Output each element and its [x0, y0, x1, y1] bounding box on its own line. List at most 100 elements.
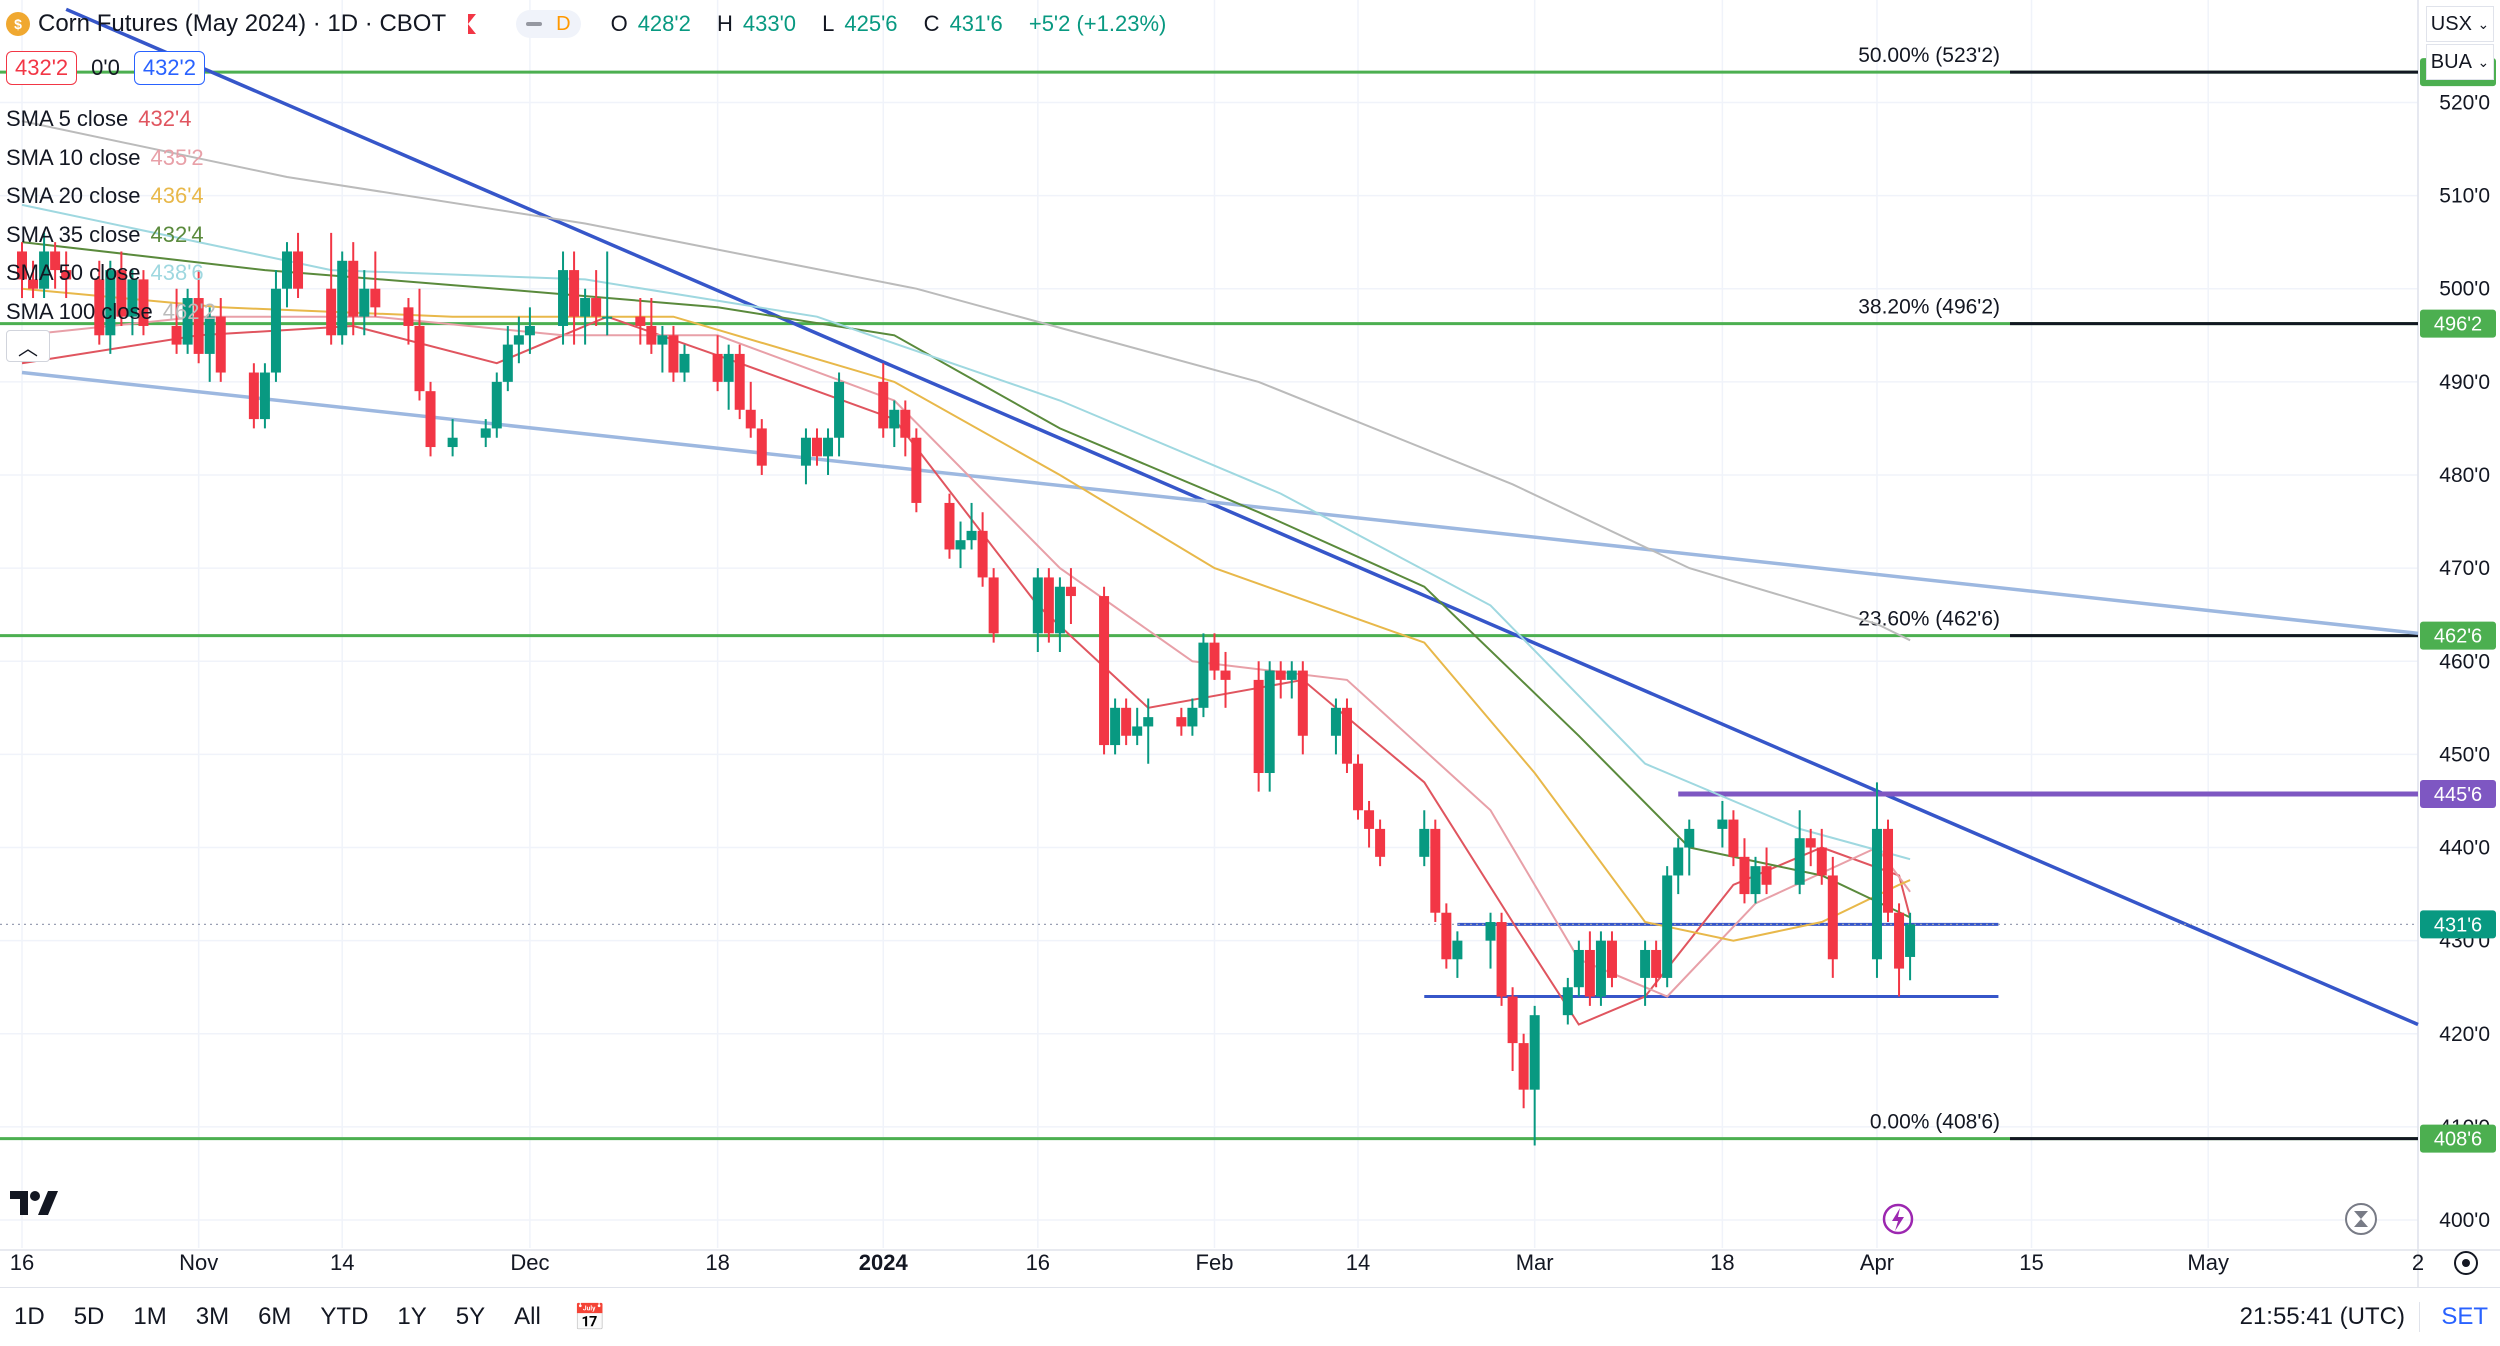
close-value: 431'6: [949, 11, 1003, 36]
indicator-row[interactable]: SMA 10 close 435'2: [6, 139, 216, 178]
indicator-row[interactable]: SMA 20 close 436'4: [6, 177, 216, 216]
time-tick-label: 14: [330, 1250, 354, 1275]
time-tick-label: 2024: [859, 1250, 909, 1275]
calendar-icon[interactable]: 📅: [573, 1301, 607, 1332]
candle-body: [326, 288, 337, 336]
range-button-ytd[interactable]: YTD: [320, 1303, 369, 1330]
price-tick-label: 500'0: [2439, 278, 2490, 301]
indicator-row[interactable]: SMA 35 close 432'4: [6, 216, 216, 255]
sma-line: [21, 241, 1911, 919]
time-tick-label: Nov: [179, 1250, 218, 1275]
range-button-6m[interactable]: 6M: [258, 1303, 292, 1330]
candle-body: [248, 372, 259, 420]
candle-body: [1827, 875, 1838, 960]
candle-body: [1341, 707, 1352, 764]
session-button[interactable]: SET: [2441, 1303, 2488, 1330]
candle-body: [1209, 642, 1220, 671]
indicator-row[interactable]: SMA 100 close 462'2: [6, 293, 216, 332]
range-button-all[interactable]: All: [514, 1303, 541, 1330]
time-tick-label: Apr: [1860, 1250, 1894, 1275]
candle-body: [1485, 922, 1496, 941]
candle-body: [1805, 838, 1816, 848]
candle-body: [944, 502, 955, 550]
range-button-1y[interactable]: 1Y: [397, 1303, 427, 1330]
fib-level-label: 23.60% (462'6): [1858, 608, 2000, 631]
range-button-1d[interactable]: 1D: [14, 1303, 45, 1330]
bid-price[interactable]: 432'2: [6, 51, 78, 85]
candle-body: [1673, 847, 1684, 876]
range-button-5d[interactable]: 5D: [73, 1303, 105, 1330]
indicator-value: 435'2: [150, 144, 204, 170]
candle-body: [1264, 670, 1275, 774]
unit-select[interactable]: BUA ⌄: [2426, 44, 2494, 80]
flag-icon[interactable]: [468, 14, 477, 34]
candle-body: [679, 353, 690, 373]
fib-level-label: 0.00% (408'6): [1870, 1111, 2000, 1134]
candle-body: [1419, 828, 1430, 857]
indicator-value: 438'6: [150, 260, 204, 286]
candle-body: [138, 279, 149, 326]
candle-body: [657, 335, 668, 345]
candle-body: [1297, 670, 1308, 736]
candle-body: [977, 530, 988, 578]
candle-body: [414, 325, 425, 392]
trendline-downtrend: [65, 7, 2419, 1027]
indicator-row[interactable]: SMA 5 close 432'4: [6, 100, 216, 139]
range-button-3m[interactable]: 3M: [195, 1303, 230, 1330]
candle-body: [1640, 949, 1651, 978]
candle-body: [281, 251, 292, 289]
indicator-name: SMA 100 close: [6, 298, 153, 324]
indicator-row[interactable]: SMA 50 close 438'6: [6, 254, 216, 293]
indicator-name: SMA 20 close: [6, 183, 141, 209]
candle-body: [259, 372, 270, 420]
high-value: 433'0: [742, 11, 797, 36]
time-tick-label: 18: [705, 1250, 729, 1275]
range-buttons: 1D 5D 1M 3M 6M YTD 1Y 5Y All: [0, 1303, 556, 1331]
price-tick-label: 460'0: [2439, 650, 2490, 673]
candle-body: [105, 270, 116, 336]
candle-body: [1717, 819, 1728, 829]
candle-body: [1187, 707, 1198, 727]
candle-body: [17, 251, 27, 280]
candle-body: [569, 270, 580, 317]
chart-header: $ Corn Futures (May 2024) · 1D · CBOT D …: [0, 6, 1176, 42]
ask-price[interactable]: 432'2: [133, 51, 205, 85]
price-tag: [2420, 309, 2496, 338]
price-tag-label: 408'6: [2434, 1129, 2482, 1151]
spread-value: 0'0: [91, 55, 120, 80]
candle-body: [293, 251, 304, 289]
indicator-value: 436'4: [150, 183, 204, 209]
time-tick-label: May: [2187, 1250, 2229, 1275]
price-tick-label: 400'0: [2439, 1209, 2490, 1232]
time-tick-label: 2: [2412, 1250, 2424, 1275]
symbol-title[interactable]: Corn Futures (May 2024) · 1D · CBOT: [38, 10, 447, 37]
replay-icon: [2345, 1203, 2377, 1235]
currency-select[interactable]: USX ⌄: [2426, 6, 2494, 42]
collapse-legend-button[interactable]: ︿: [6, 330, 50, 362]
interval-pill[interactable]: D: [516, 10, 581, 38]
interval-badge: D: [556, 12, 571, 35]
candle-body: [370, 288, 381, 308]
lightning-bolt: [1892, 1208, 1904, 1231]
tradingview-logo[interactable]: [8, 1188, 60, 1218]
candle-body: [1496, 922, 1507, 997]
clock[interactable]: 21:55:41 (UTC): [2239, 1303, 2405, 1330]
price-tick-label: 520'0: [2439, 91, 2490, 114]
candle-body: [1761, 866, 1772, 885]
candle-body: [94, 279, 105, 336]
time-tick-label: 18: [1710, 1250, 1734, 1275]
candle-body: [502, 344, 513, 382]
fib-level-label: 38.20% (496'2): [1858, 296, 2000, 319]
candle-body: [1894, 912, 1905, 969]
range-button-5y[interactable]: 5Y: [455, 1303, 486, 1330]
candle-body: [1198, 642, 1209, 708]
range-button-1m[interactable]: 1M: [133, 1303, 167, 1330]
candle-body: [1750, 866, 1761, 895]
candle-body: [1054, 586, 1065, 634]
candle-body: [1032, 577, 1043, 634]
candle-body: [723, 353, 734, 382]
candle-body: [811, 437, 822, 457]
candle-body: [591, 298, 602, 317]
candle-body: [988, 577, 999, 634]
